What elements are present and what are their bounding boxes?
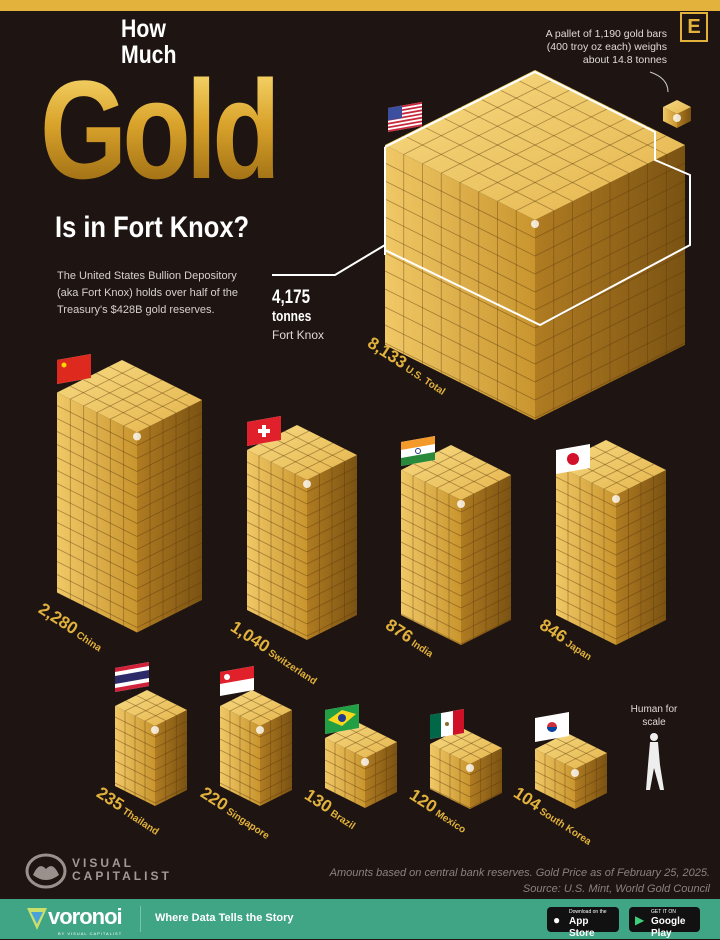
pallet-cube [663,100,691,128]
voronoi-logo-icon [27,906,47,935]
cube-left-face [430,744,470,809]
source-note: Amounts based on central bank reserves. … [300,865,710,897]
cube-top-face [220,690,292,726]
app-store-label: App Store [569,916,595,939]
fort-knox-label: Fort Knox [272,328,325,342]
sparkle-icon [466,764,474,772]
brazil-cube [324,722,398,808]
cube-right-face [461,475,511,645]
fort-knox-leader-line [272,243,386,276]
cube-left-face [220,706,260,806]
note-line-2: Source: U.S. Mint, World Gold Council [522,883,710,895]
cube-right-face [155,710,187,806]
google-play-icon: ▶ [635,913,645,927]
gold-cubes-chart [56,70,691,809]
cube-right-face [307,455,357,640]
cube-top-face [535,733,607,769]
title-subtitle: Is in Fort Knox? [55,211,250,244]
china-flag-icon [57,354,91,384]
south-korea-flag-icon [535,712,569,742]
mexico-cube [429,728,503,809]
footer-divider [140,906,141,932]
title-gold: Gold [40,51,281,208]
us-outline [384,70,691,327]
china-cube [56,360,203,633]
sparkle-icon [361,758,369,766]
apple-icon: ● [553,913,561,927]
elements-logo: E [680,12,708,42]
singapore-cube [219,690,293,806]
description: The United States Bullion Depository (ak… [57,270,238,316]
south-korea-cube [534,733,608,809]
switzerland-flag-icon [247,416,281,446]
cube-left-face [57,392,137,633]
cube-left-face [556,465,616,645]
cube-left-face [247,450,307,640]
app-store-small: Download on the [569,909,607,915]
mexico-flag-icon [430,709,464,739]
cube-right-face [575,753,607,809]
human-scale-note: Human for scale [630,704,678,728]
visual-capitalist-wordmark: VISUAL CAPITALIST [72,856,172,883]
us-cube [384,70,686,420]
voronoi-byline: BY VISUAL CAPITALIST [58,931,123,936]
top-accent-bar [0,0,720,11]
note-line-1: Amounts based on central bank reserves. … [329,867,710,879]
switzerland-cube [246,425,358,640]
sparkle-icon [612,495,620,503]
thailand-cube [114,690,188,806]
sparkle-icon [457,500,465,508]
sparkle-icon [673,114,681,122]
cube-right-face [470,748,502,809]
cube-top-face [57,360,202,433]
cube-top-face [663,100,691,114]
sparkle-icon [531,220,539,228]
pallet-arrow-icon [649,71,669,93]
fort-knox-unit: tonnes [272,308,312,325]
brazil-flag-icon [325,704,359,734]
singapore-flag-icon [220,666,254,696]
human-icon [646,733,664,790]
sparkle-icon [571,769,579,777]
us-flag-icon [388,102,422,132]
sparkle-icon [151,726,159,734]
japan-flag-icon [556,444,590,474]
cube-top-face [115,690,187,726]
cube-left-face [385,145,535,420]
cube-left-face [325,738,365,808]
visual-capitalist-logo [25,853,67,894]
cube-top-face [385,70,685,220]
fort-knox-value: 4,175 [272,287,311,308]
google-play-label: Google Play [651,916,686,939]
cube-left-face [401,470,461,645]
thailand-flag-icon [115,662,149,692]
cube-top-face [430,728,502,764]
cube-right-face [365,742,397,808]
cube-right-face [535,145,685,420]
cube-left-face [115,706,155,806]
pallet-note: A pallet of 1,190 gold bars (400 troy oz… [545,28,667,66]
google-play-small: GET IT ON [651,909,676,915]
cube-right-face [260,710,292,806]
title-how-much: How Much [121,15,177,69]
cube-right-face [137,400,202,633]
vc-logo-icon [25,853,67,889]
japan-cube [555,440,667,645]
cube-top-face [325,722,397,758]
tagline: Where Data Tells the Story [155,912,294,924]
sparkle-icon [256,726,264,734]
cube-right-face [616,470,666,645]
app-store-button[interactable]: ● Download on the App Store [547,907,619,939]
voronoi-wordmark[interactable]: voronoi [48,904,123,929]
india-cube [400,445,512,645]
sparkle-icon [133,432,141,441]
google-play-button[interactable]: ▶ GET IT ON Google Play [629,907,700,939]
sparkle-icon [303,480,311,488]
india-flag-icon [401,436,435,466]
